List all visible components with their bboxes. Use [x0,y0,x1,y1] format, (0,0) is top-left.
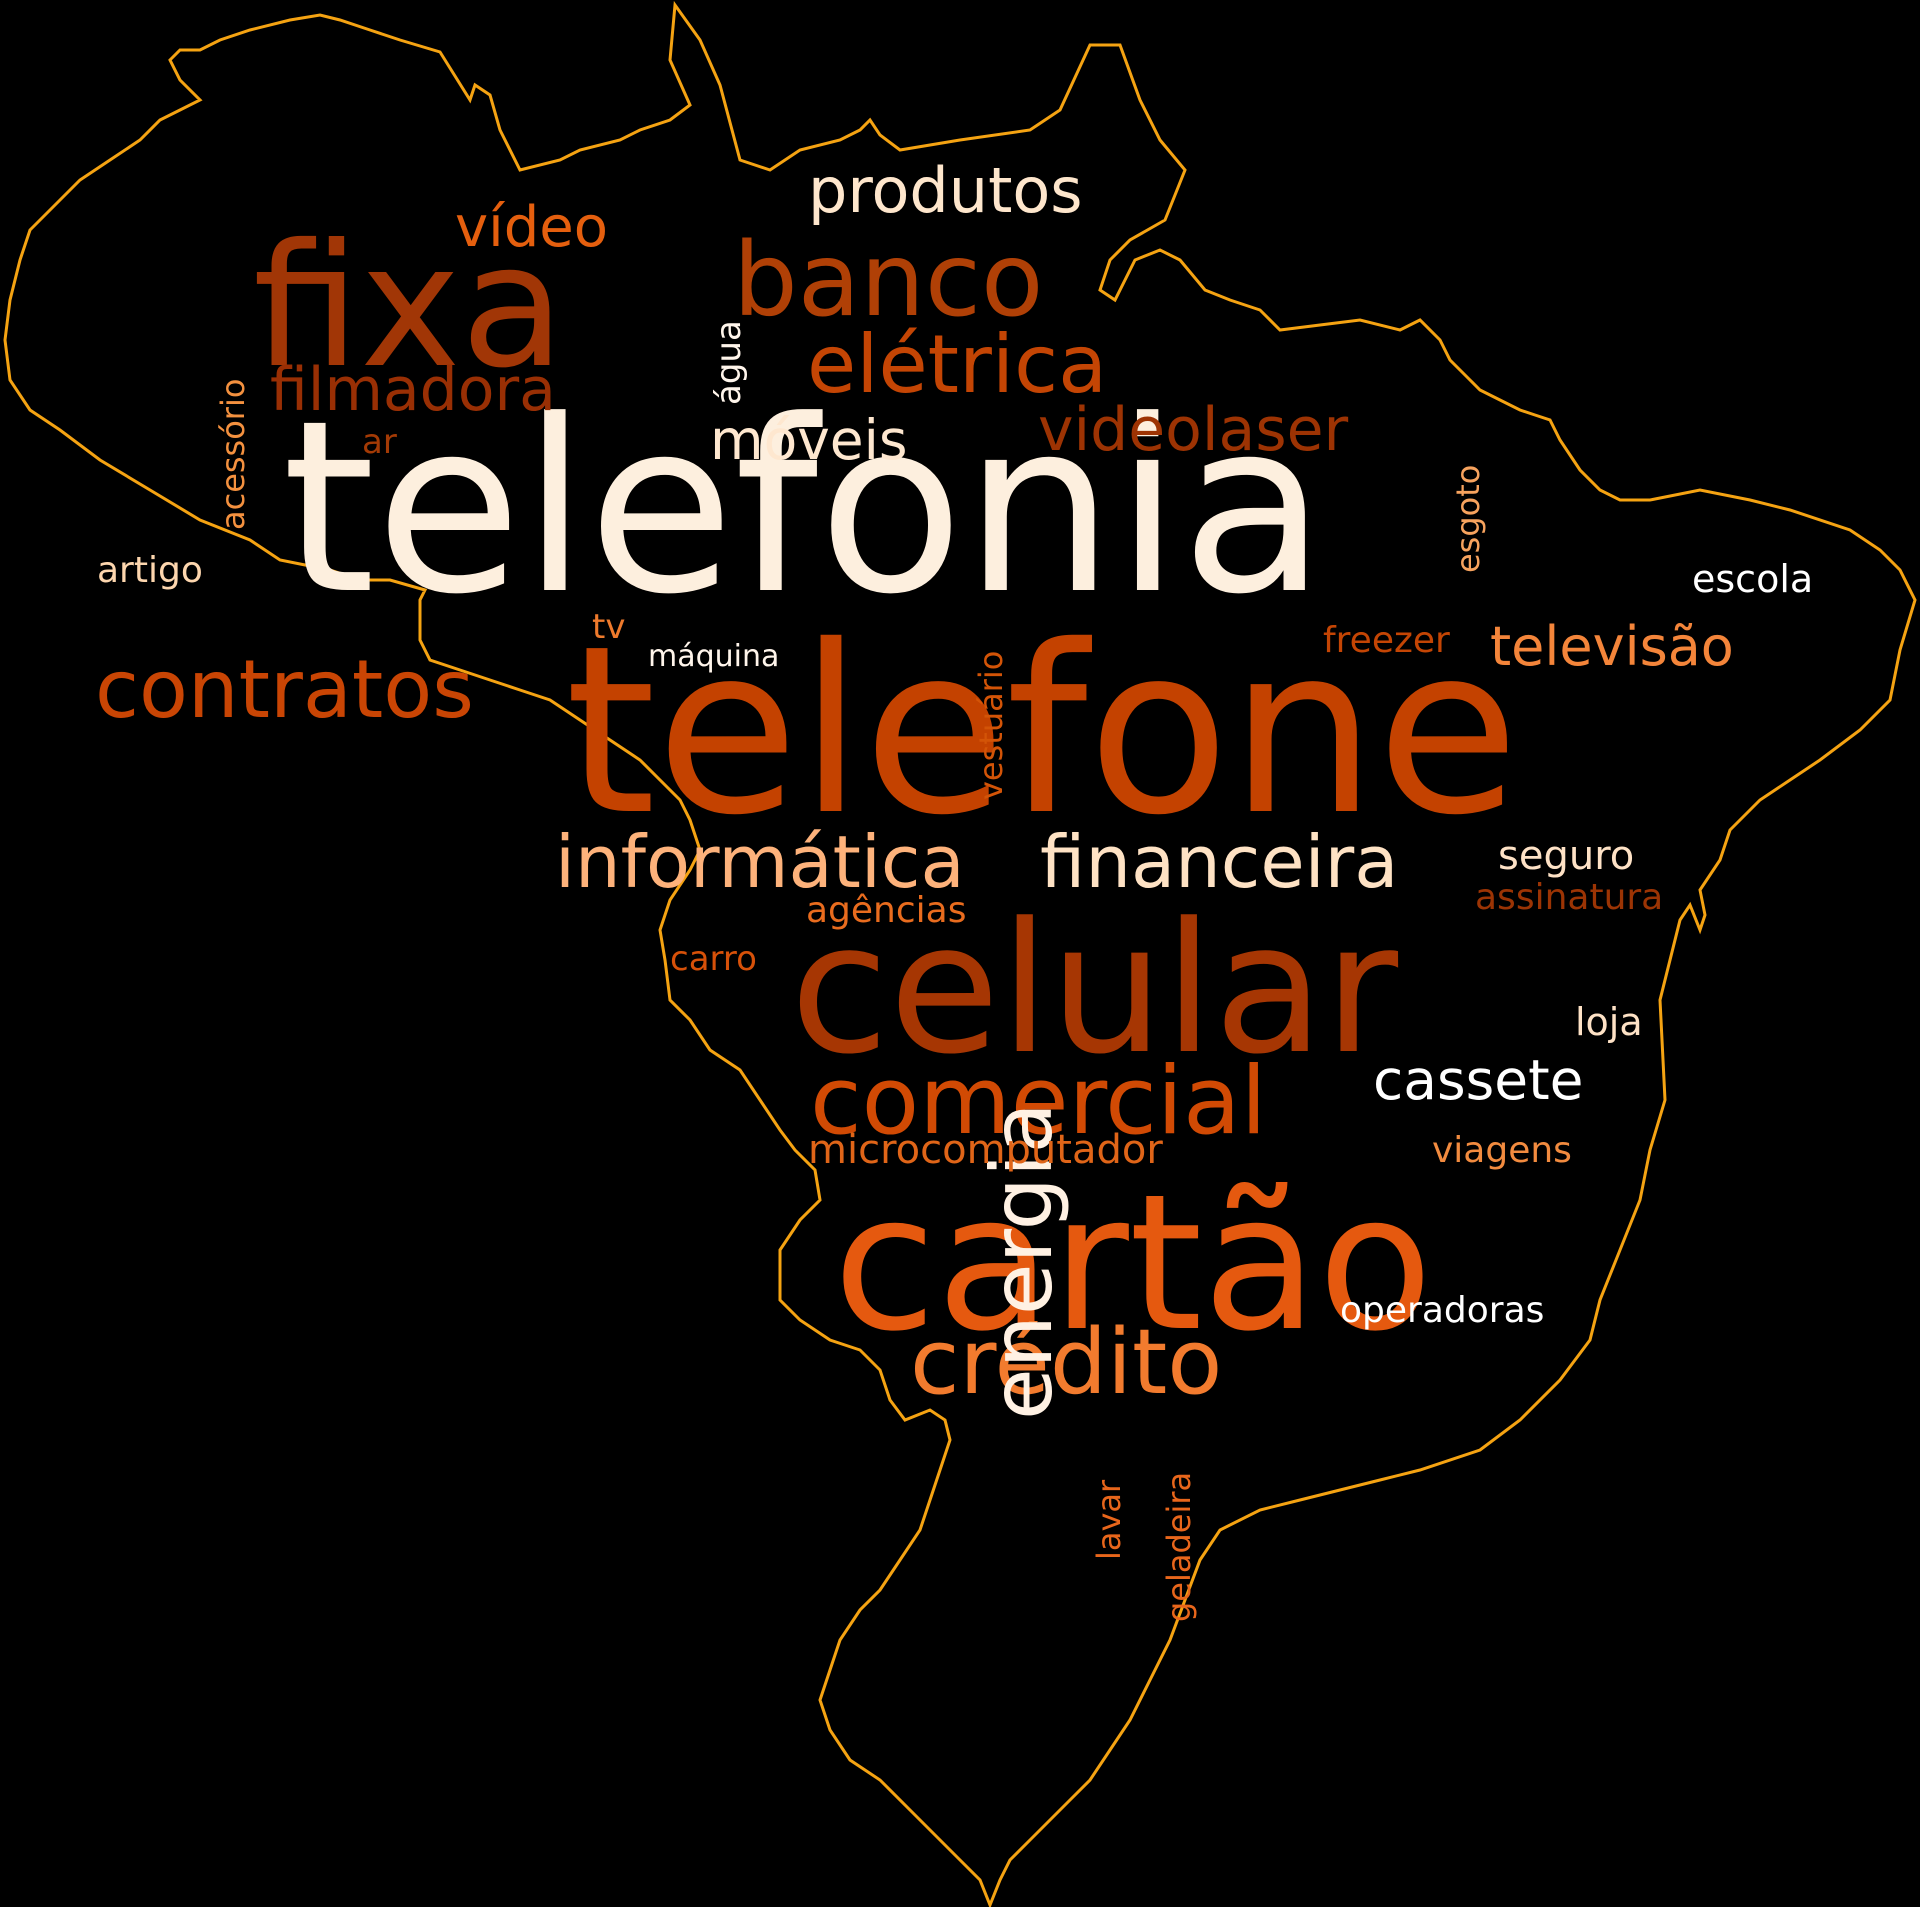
word-banco: banco [733,221,1044,340]
word-lavar: lavar [1090,1479,1128,1560]
word-contratos: contratos [95,643,474,736]
word-maquina: máquina [648,639,780,674]
word-ar: ar [362,422,397,462]
word-celular: celular [790,885,1399,1094]
word-financeira: financeira [1040,820,1399,904]
word-freezer: freezer [1323,620,1450,661]
word-filmadora: filmadora [270,355,556,425]
word-agencias: agências [806,890,967,931]
word-artigo: artigo [97,550,203,591]
word-produtos: produtos [808,154,1083,227]
word-viagens: viagens [1432,1130,1572,1171]
word-loja: loja [1575,1000,1643,1044]
word-tv: tv [592,607,626,647]
word-televisao: televisão [1490,615,1734,678]
word-cartao: cartão [833,1154,1433,1373]
word-video: vídeo [455,195,608,260]
word-cassete: cassete [1373,1048,1584,1112]
word-vestuario: vestuário [972,650,1010,800]
word-informatica: informática [555,820,965,904]
word-escola: escola [1692,557,1814,601]
brazil-border-path [3,0,1917,1907]
word-comercial: comercial [810,1047,1267,1156]
word-moveis: móveis [710,408,908,472]
word-esgoto: esgoto [1449,464,1487,573]
word-agua: água [709,320,749,405]
word-seguro: seguro [1498,833,1635,879]
word-telefonia: telefonia [282,370,1327,647]
word-videolaser: videolaser [1038,395,1349,465]
word-geladeira: geladeira [1160,1471,1198,1622]
word-telefone: telefone [565,596,1520,866]
word-eletrica: elétrica [807,318,1108,411]
word-operadoras: operadoras [1340,1290,1545,1331]
word-acessorio: acessório [214,378,252,530]
word-fixa: fixa [253,208,565,406]
word-assinatura: assinatura [1475,877,1664,918]
word-carro: carro [670,939,757,979]
word-microcomputador: microcomputador [808,1127,1163,1173]
word-credito: crédito [910,1310,1223,1415]
